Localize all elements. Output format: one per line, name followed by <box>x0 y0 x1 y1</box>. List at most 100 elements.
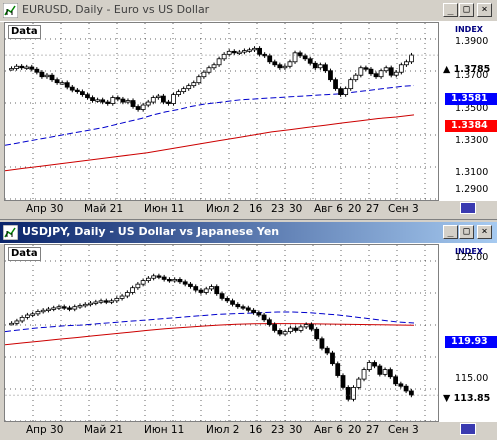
candle-bear <box>307 58 313 64</box>
candle-bear <box>251 309 256 314</box>
candle-bear <box>377 365 383 375</box>
candle-bear <box>267 55 273 63</box>
candle-bear <box>302 55 308 60</box>
candle-bull <box>206 67 212 73</box>
candle-bull <box>155 95 161 98</box>
data-label: Data <box>8 25 41 39</box>
candle-bear <box>261 314 267 321</box>
candle-bear <box>34 68 40 73</box>
candle-bear <box>100 99 106 103</box>
close-button[interactable]: × <box>477 3 492 17</box>
chart-window-icon <box>3 225 18 240</box>
candle-bull <box>24 66 30 69</box>
candle-bear <box>161 276 167 280</box>
candle-bull <box>236 51 242 54</box>
minimize-button[interactable]: _ <box>443 225 458 239</box>
candle-bear <box>328 70 333 81</box>
time-tick-label: Май 21 <box>84 203 124 215</box>
candle-bear <box>61 306 67 309</box>
time-tick-label: Сен 3 <box>388 203 419 215</box>
candle-bull <box>287 61 293 67</box>
candle-bear <box>245 307 251 311</box>
candle-bear <box>177 279 183 283</box>
candle-bear <box>373 73 379 78</box>
index-label: INDEX <box>455 25 483 34</box>
candle-bear <box>39 71 45 78</box>
chart-shift-button[interactable] <box>460 423 476 435</box>
maximize-button[interactable]: □ <box>459 225 474 239</box>
candle-bull <box>404 61 409 66</box>
candle-bear <box>74 89 80 93</box>
candle-bull <box>176 91 181 96</box>
candle-bull <box>98 300 104 303</box>
candle-bull <box>282 65 288 69</box>
window-titlebar[interactable]: USDJPY, Daily - US Dollar vs Japanese Ye… <box>0 222 497 244</box>
candle-bear <box>323 64 328 72</box>
candle-bull <box>398 64 404 73</box>
candle-bull <box>366 362 372 371</box>
candle-bear <box>240 306 246 309</box>
time-tick-label: 20 <box>348 424 362 436</box>
time-tick-label: Июл 2 <box>206 424 240 436</box>
candle-bull <box>59 82 65 85</box>
candle-bear <box>224 298 230 302</box>
candle-bull <box>135 283 141 289</box>
price-tick-label: 1.3900 <box>455 36 489 47</box>
time-tick-label: Авг 6 <box>314 424 343 436</box>
candle-bear <box>266 319 272 325</box>
candle-bull <box>19 316 25 322</box>
candle-bull <box>317 64 323 69</box>
window-titlebar[interactable]: EURUSD, Daily - Euro vs US Dollar _ □ × <box>0 0 497 22</box>
moving-average-blue <box>5 311 415 333</box>
price-chart-area[interactable]: Data <box>4 244 439 422</box>
close-button[interactable]: × <box>477 225 492 239</box>
candle-bear <box>338 88 343 95</box>
candle-bull <box>110 97 116 104</box>
candle-bear <box>230 300 235 305</box>
candle-bull <box>9 68 14 71</box>
chart-shift-button[interactable] <box>460 202 476 214</box>
candle-bull <box>125 100 131 103</box>
maximize-button[interactable]: □ <box>459 3 474 17</box>
current-price-label: ▲ 1.3785 <box>443 64 491 75</box>
candle-bull <box>9 322 15 326</box>
candle-bull <box>292 52 298 63</box>
candle-bull <box>181 88 187 93</box>
candle-bull <box>150 97 156 103</box>
candle-bull <box>191 82 197 87</box>
candle-bear <box>90 97 95 101</box>
candle-bear <box>272 61 278 66</box>
candle-bear <box>54 79 60 84</box>
moving-average-price-badge: 1.3384 <box>445 120 497 132</box>
index-label: INDEX <box>455 247 483 256</box>
moving-average-red <box>5 114 415 172</box>
candle-bear <box>69 86 75 91</box>
candle-bull <box>211 64 217 69</box>
candle-bull <box>298 326 304 331</box>
minimize-button[interactable]: _ <box>443 3 458 17</box>
candle-bull <box>247 49 252 52</box>
candle-bull <box>203 288 209 293</box>
chart-window-usdjpy: USDJPY, Daily - US Dollar vs Japanese Ye… <box>0 222 497 440</box>
candle-bear <box>333 79 338 90</box>
time-tick-label: 16 <box>249 203 263 215</box>
price-chart-area[interactable]: Data <box>4 22 439 201</box>
time-tick-label: 16 <box>249 424 263 436</box>
candle-bull <box>353 74 359 81</box>
candle-bull <box>35 311 41 315</box>
time-tick-label: Июн 11 <box>144 424 185 436</box>
candle-bear <box>293 327 299 331</box>
candle-bear <box>166 101 171 104</box>
candle-bull <box>226 50 232 55</box>
candle-bear <box>324 347 330 354</box>
candle-bear <box>193 286 199 291</box>
candle-bull <box>216 58 222 66</box>
candle-bear <box>214 286 220 295</box>
candle-bull <box>82 303 88 307</box>
candle-bull <box>93 301 99 304</box>
chart-window-eurusd: EURUSD, Daily - Euro vs US Dollar _ □ × … <box>0 0 497 220</box>
candle-bear <box>403 385 409 392</box>
price-tick-label: 1.3700 <box>455 70 489 81</box>
candle-bull <box>124 292 130 297</box>
moving-average-price-badge: 1.3581 <box>445 93 497 105</box>
